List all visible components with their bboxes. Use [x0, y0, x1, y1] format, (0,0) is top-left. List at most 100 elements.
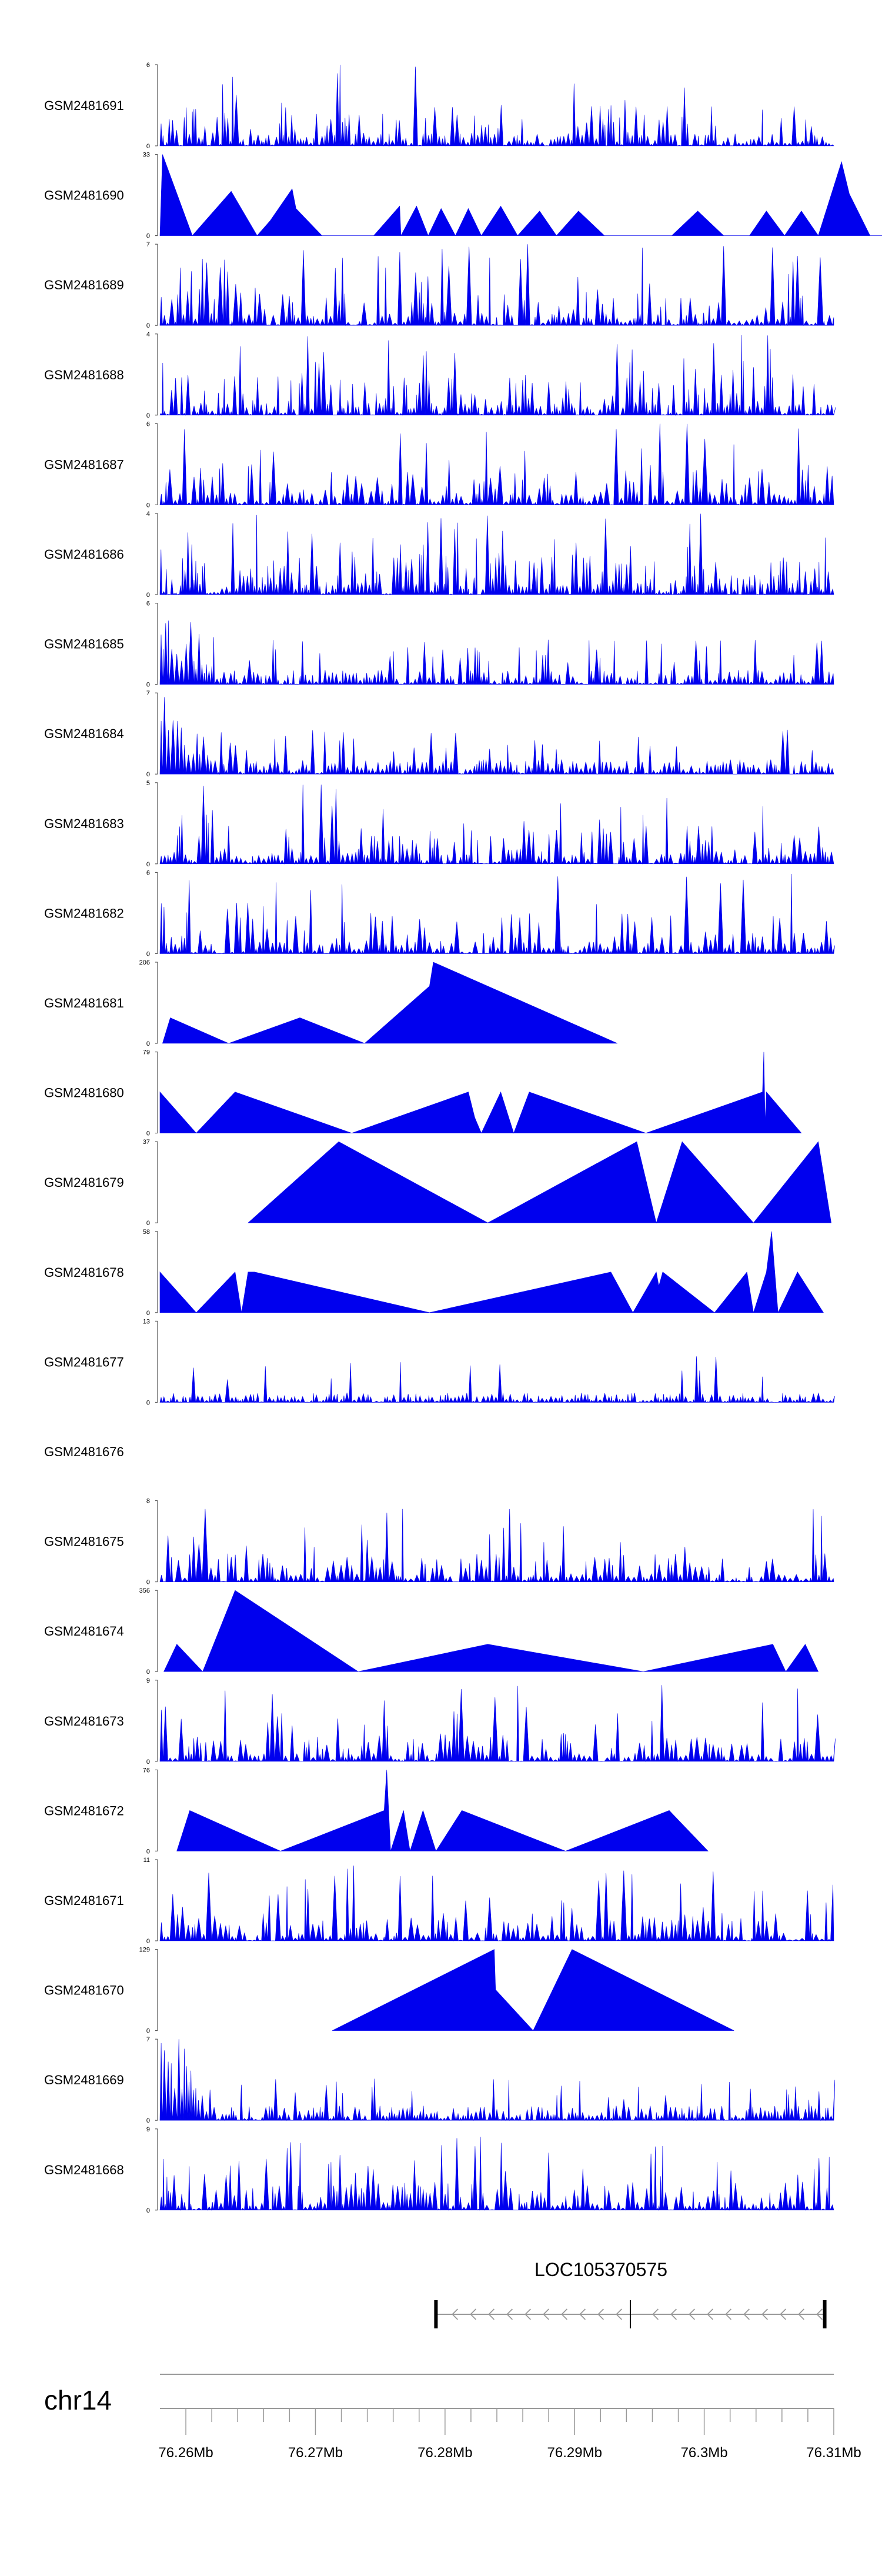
genome-axis: chr14 76.26Mb 76.27Mb 76.28Mb 76.29Mb 76.3Mb…: [44, 2374, 861, 2461]
track-GSM2481684: GSM2481684 7 0: [44, 690, 834, 778]
y-min-label: 0: [146, 771, 150, 778]
strand-arrow: [743, 2308, 750, 2320]
coverage-area: [159, 2039, 836, 2121]
coverage-tracks: GSM248169160GSM2481690330GSM248168970GSM…: [44, 62, 882, 2214]
track-label: GSM2481672: [44, 1803, 124, 1818]
x-tick-label: 76.26Mb: [158, 2445, 213, 2461]
coverage-area: [159, 1509, 834, 1583]
strand-arrow: [488, 2308, 495, 2320]
track-label: GSM2481676: [44, 1444, 124, 1459]
track-GSM2481682: GSM2481682 6 0: [44, 869, 835, 957]
strand-arrow: [780, 2308, 787, 2320]
strand-arrow: [670, 2308, 677, 2320]
coverage-area: [159, 65, 834, 147]
track-GSM2481669: GSM2481669 7 0: [44, 2036, 836, 2124]
strand-arrow: [652, 2308, 659, 2320]
coverage-area: [159, 1052, 802, 1134]
y-min-label: 0: [146, 2028, 150, 2035]
coverage-area: [159, 335, 836, 416]
track-GSM2481675: GSM2481675 8 0: [44, 1498, 834, 1586]
y-max-label: 7: [146, 2036, 150, 2043]
coverage-area: [163, 1590, 819, 1672]
y-min-label: 0: [146, 1669, 150, 1676]
track-label: GSM2481684: [44, 726, 124, 741]
track-GSM2481679: GSM2481679 37 0: [44, 1139, 831, 1227]
coverage-area: [332, 1949, 734, 2031]
track-label: GSM2481688: [44, 368, 124, 382]
y-max-label: 4: [146, 510, 150, 518]
x-tick-label: 76.28Mb: [417, 2445, 472, 2461]
coverage-area: [159, 1866, 834, 1942]
track-GSM2481677: GSM2481677 13 0: [44, 1318, 835, 1406]
strand-arrow: [689, 2308, 696, 2320]
coverage-area: [159, 1685, 836, 1762]
y-min-label: 0: [146, 2117, 150, 2124]
track-label: GSM2481691: [44, 98, 124, 113]
strand-arrow: [725, 2308, 732, 2320]
strand-arrow: [597, 2308, 604, 2320]
track-GSM2481674: GSM2481674 356 0: [44, 1587, 819, 1676]
y-max-label: 9: [146, 2126, 150, 2133]
y-min-label: 0: [146, 1310, 150, 1317]
y-min-label: 0: [146, 2207, 150, 2214]
track-label: GSM2481669: [44, 2073, 124, 2087]
track-GSM2481686: GSM2481686 4 0: [44, 510, 834, 599]
y-max-label: 6: [146, 600, 150, 608]
y-max-label: 76: [143, 1767, 150, 1774]
y-min-label: 0: [146, 322, 150, 329]
track-GSM2481685: GSM2481685 6 0: [44, 600, 834, 689]
coverage-area: [159, 1356, 835, 1403]
track-GSM2481688: GSM2481688 4 0: [44, 331, 836, 419]
coverage-area: [159, 620, 834, 685]
track-label: GSM2481687: [44, 457, 124, 472]
gene-annotation-track: LOC105370575: [434, 2259, 827, 2328]
coverage-area: [159, 873, 835, 955]
track-GSM2481672: GSM2481672 76 0: [44, 1767, 709, 1855]
y-max-label: 79: [143, 1049, 150, 1056]
strand-arrow: [579, 2308, 586, 2320]
y-min-label: 0: [146, 1938, 150, 1945]
y-max-label: 206: [139, 959, 150, 966]
track-GSM2481687: GSM2481687 6 0: [44, 421, 834, 509]
x-tick-label: 76.29Mb: [547, 2445, 602, 2461]
y-max-label: 6: [146, 62, 150, 69]
track-label: GSM2481677: [44, 1354, 124, 1369]
y-min-label: 0: [146, 1759, 150, 1766]
coverage-area: [159, 697, 834, 775]
y-min-label: 0: [146, 412, 150, 419]
strand-arrow: [506, 2308, 513, 2320]
y-max-label: 129: [139, 1947, 150, 1954]
strand-arrow: [452, 2308, 459, 2320]
y-min-label: 0: [146, 1399, 150, 1406]
coverage-area: [159, 244, 834, 326]
track-GSM2481691: GSM2481691 6 0: [44, 62, 834, 150]
track-GSM2481680: GSM2481680 79 0: [44, 1049, 802, 1137]
coverage-area: [162, 962, 618, 1044]
x-tick-label: 76.27Mb: [288, 2445, 343, 2461]
track-label: GSM2481680: [44, 1086, 124, 1100]
chromosome-label: chr14: [44, 2385, 112, 2415]
track-label: GSM2481689: [44, 278, 124, 292]
track-label: GSM2481679: [44, 1175, 124, 1190]
strand-arrow: [761, 2308, 769, 2320]
track-label: GSM2481690: [44, 188, 124, 203]
strand-arrow: [816, 2308, 823, 2320]
y-max-label: 58: [143, 1229, 150, 1236]
strand-arrow: [707, 2308, 714, 2320]
coverage-area: [159, 513, 834, 596]
y-max-label: 356: [139, 1587, 150, 1594]
y-min-label: 0: [146, 1130, 150, 1137]
strand-arrow: [561, 2308, 568, 2320]
strand-arrow: [524, 2308, 532, 2320]
coverage-area: [248, 1141, 831, 1224]
track-label: GSM2481682: [44, 906, 124, 920]
track-GSM2481676: GSM2481676: [44, 1444, 124, 1459]
coverage-area: [159, 785, 834, 865]
track-GSM2481670: GSM2481670 129 0: [44, 1947, 734, 2035]
y-max-label: 7: [146, 241, 150, 248]
y-max-label: 5: [146, 780, 150, 787]
strand-arrow: [798, 2308, 805, 2320]
y-max-label: 9: [146, 1677, 150, 1684]
track-label: GSM2481681: [44, 996, 124, 1010]
